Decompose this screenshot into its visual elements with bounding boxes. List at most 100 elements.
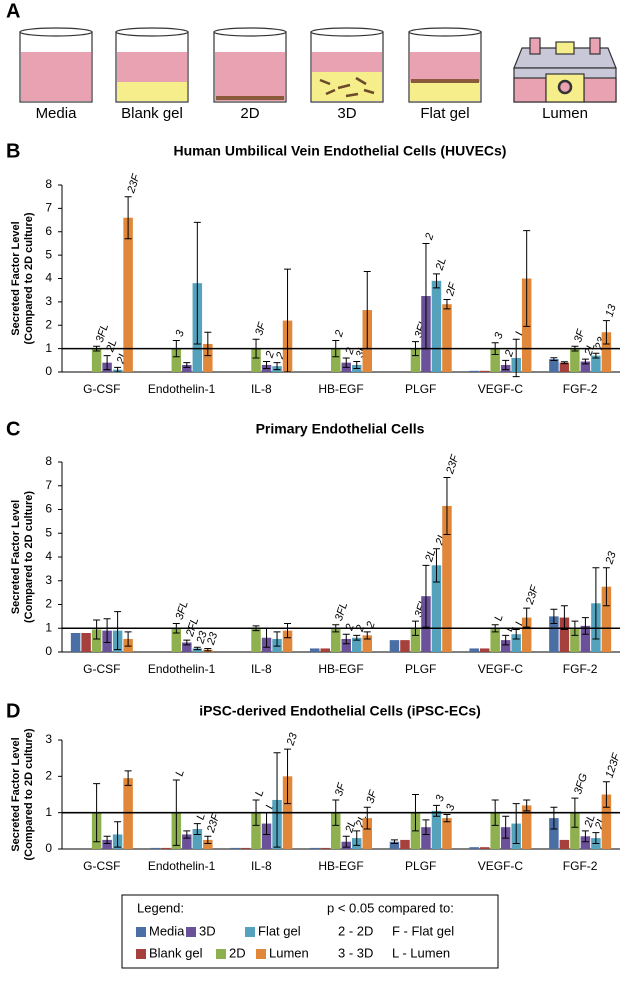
legend-title: Legend: [137, 900, 184, 915]
significance-label: L [264, 801, 277, 811]
error-bar [114, 366, 122, 373]
significance-label: 3 [492, 330, 506, 340]
error-bar [592, 832, 600, 845]
legend-label: 3D [199, 923, 216, 938]
bar [442, 505, 452, 652]
bar [490, 628, 500, 652]
error-bar [602, 320, 610, 345]
y-tick-label: 2 [45, 317, 52, 331]
bar [479, 847, 490, 849]
bar [479, 648, 490, 652]
bar [192, 648, 203, 652]
error-bar [390, 839, 398, 845]
schematic-label: Blank gel [121, 105, 183, 122]
bar [521, 617, 532, 652]
legend-swatch [136, 949, 146, 959]
error-bar [284, 268, 292, 373]
bar [511, 634, 521, 652]
error-bar [124, 631, 132, 647]
error-bar [284, 748, 292, 805]
bar [182, 364, 192, 372]
bar [171, 348, 182, 372]
error-bar [284, 623, 292, 639]
significance-label: 2 [423, 232, 437, 242]
significance-label: 23F [524, 583, 542, 607]
error-bar [204, 331, 212, 357]
y-tick-label: 4 [45, 271, 52, 285]
y-tick-label: 1 [45, 620, 52, 634]
error-bar [124, 770, 132, 786]
significance-label: L [492, 613, 505, 623]
bar [410, 348, 421, 372]
bar [559, 617, 570, 652]
error-bar [443, 299, 451, 310]
significance-label: 2L [433, 256, 449, 272]
y-tick-label: 3 [45, 573, 52, 587]
bar [362, 818, 372, 849]
bar [601, 332, 612, 372]
error-bar [103, 355, 111, 371]
bar [310, 847, 320, 849]
significance-label: 3FL [174, 600, 191, 622]
error-bar [432, 548, 440, 583]
y-axis-label: Secreted Factor Level [10, 221, 22, 335]
panel-label: B [6, 140, 20, 162]
bar [601, 794, 612, 849]
y-tick-label: 1 [45, 805, 52, 819]
bar [123, 217, 133, 372]
significance-label: 2 [333, 329, 347, 339]
significance-label: 3 [434, 793, 448, 803]
error-bar [602, 781, 610, 808]
bar [150, 847, 161, 849]
legend-swatch [216, 949, 226, 959]
x-tick-label: Endothelin-1 [148, 859, 216, 873]
legend-label: Media [149, 923, 185, 938]
error-bar [592, 567, 600, 640]
error-bar [432, 273, 440, 289]
schematic [19, 27, 617, 103]
error-bar [550, 806, 558, 830]
x-tick-label: PLGF [405, 382, 436, 396]
significance-label: 3F [253, 320, 269, 337]
significance-label: 2 [364, 620, 378, 630]
lumen-device [513, 37, 617, 103]
legend-swatch [136, 927, 146, 937]
x-tick-label: G-CSF [83, 859, 120, 873]
error-bar [581, 617, 589, 635]
bar [182, 834, 192, 849]
error-bar [502, 359, 510, 371]
error-bar [342, 835, 350, 848]
significance-label: 3 [174, 328, 188, 338]
legend-box [121, 894, 499, 969]
significance-label: 3FG [572, 771, 590, 795]
error-bar [183, 362, 191, 368]
error-bar [523, 230, 531, 327]
y-tick-label: 3 [45, 732, 52, 746]
bar [431, 810, 442, 849]
legend-swatch [256, 949, 266, 959]
x-tick-label: Endothelin-1 [148, 662, 216, 676]
bar [400, 640, 410, 652]
bar [431, 280, 442, 372]
error-bar [560, 361, 568, 365]
significance-label: 2F [444, 280, 460, 298]
significance-label: L [253, 788, 266, 798]
bar [331, 348, 341, 372]
chart-title: Primary Endothelial Cells [256, 421, 425, 437]
bar [400, 839, 410, 849]
bar [240, 847, 251, 849]
y-tick-label: 7 [45, 478, 52, 492]
significance-label: 23F [125, 172, 143, 196]
significance-label: L [513, 328, 526, 338]
x-tick-label: PLGF [405, 662, 436, 676]
x-tick-label: FGF-2 [563, 662, 598, 676]
bar [549, 616, 559, 652]
bar [469, 847, 479, 849]
significance-label: 23F [205, 811, 223, 835]
error-bar [114, 821, 122, 848]
bar [389, 841, 400, 849]
panel-label: D [6, 700, 20, 722]
error-bar [550, 357, 558, 362]
bar [362, 635, 372, 652]
